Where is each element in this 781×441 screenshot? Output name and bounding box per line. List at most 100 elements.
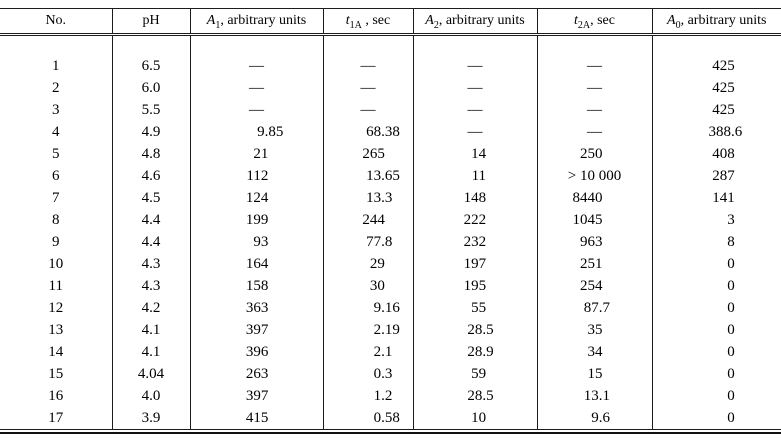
table-row: 12 4.2 363 9. 16 55 87. 7 0 [0,297,781,319]
header-row: No. pH A1, arbitrary units t1A , sec A2, arb… [0,8,781,36]
table-row: 9 4.4 93 77. 8 232 963 8 [0,231,781,253]
cell-a0: 425 [651,55,781,77]
cell-t1a: 0. 3 [322,363,413,385]
cell-ph: 5.5 [111,99,190,121]
cell-a1: 263 [189,363,323,385]
cell-ph: 4.2 [111,297,190,319]
cell-no: 6 [52,167,60,184]
cell-no: 9 [52,233,60,250]
cell-a2: — [412,121,537,143]
spacer-cell [322,34,413,55]
cell-a1: 124 [189,187,323,209]
cell-ph: 3.9 [111,407,190,430]
table-row: 8 4.4 199 244 222 1045 3 [0,209,781,231]
cell-a2: 14 [412,143,537,165]
cell-a0: 425 [651,99,781,121]
cell-t2a: — [536,55,652,77]
cell-a1: 363 [189,297,323,319]
table-row: 10 4.3 164 29 197 251 0 [0,253,781,275]
cell-a0: 287 [651,165,781,187]
cell-t2a: 963 [536,231,652,253]
cell-t1a: 1. 2 [322,385,413,407]
cell-t1a: 30 [322,275,413,297]
cell-a1: 415 [189,407,323,430]
cell-t2a: 1045 [536,209,652,231]
table-row: 4 4.9 9. 85 68. 38— —388. 6 [0,121,781,143]
col-header-t2a: t2A, sec [536,8,652,36]
cell-a1: 164 [189,253,323,275]
cell-a2: 55 [412,297,537,319]
cell-no: 3 [52,101,60,118]
table-row: 17 3.9 415 0. 58 10 9. 6 0 [0,407,781,430]
spacer-row [0,34,781,56]
cell-t2a: > 10 000 [536,165,652,187]
cell-a2: 232 [412,231,537,253]
cell-t1a: 77. 8 [322,231,413,253]
col-header-a0: A0, arbitrary units [651,8,781,36]
col-header-ph: pH [111,8,190,36]
cell-a1: 396 [189,341,323,363]
spacer-cell [651,34,781,55]
col-header-a2: A2, arbitrary units [412,8,537,36]
table-row: 3 5.5— — — —425 [0,99,781,121]
cell-no: 8 [52,211,60,228]
cell-no: 11 [48,277,63,294]
cell-t1a: 68. 38 [322,121,413,143]
cell-a0: 0 [651,253,781,275]
cell-ph: 6.0 [111,77,190,99]
table-row: 7 4.5 124 13. 3 148 8440 141 [0,187,781,209]
cell-a1: 397 [189,319,323,341]
cell-a0: 408 [651,143,781,165]
cell-no: 7 [52,189,60,206]
cell-a1: — [189,99,323,121]
table-row: 16 4.0 397 1. 2 28. 5 13. 1 0 [0,385,781,407]
cell-no: 10 [48,255,64,272]
cell-a0: 0 [651,385,781,407]
cell-t1a: — [322,77,413,99]
cell-no: 5 [52,145,60,162]
cell-ph: 4.1 [111,319,190,341]
cell-t2a: 250 [536,143,652,165]
cell-ph: 4.04 [111,363,190,385]
cell-a0: 3 [651,209,781,231]
cell-a1: 397 [189,385,323,407]
cell-a2: 28. 5 [412,319,537,341]
cell-ph: 4.9 [111,121,190,143]
cell-a0: 0 [651,319,781,341]
col-header-no: No. [0,8,112,36]
cell-a1: — [189,77,323,99]
table-row: 13 4.1 397 2. 19 28. 5 35 0 [0,319,781,341]
cell-a2: 148 [412,187,537,209]
cell-a2: 11 [412,165,537,187]
cell-a1: 199 [189,209,323,231]
cell-t1a: 265 [322,143,413,165]
cell-ph: 4.4 [111,209,190,231]
spacer-cell [412,34,537,55]
spacer-cell [536,34,652,55]
cell-ph: 6.5 [111,55,190,77]
cell-t1a: 9. 16 [322,297,413,319]
table-row: 6 4.6 112 13. 65 11 > 10 000 287 [0,165,781,187]
cell-t2a: 35 [536,319,652,341]
col-header-a1: A1, arbitrary units [189,8,323,36]
cell-a1: 93 [189,231,323,253]
cell-no: 13 [48,321,64,338]
cell-no: 4 [52,123,60,140]
table-row: 14 4.1 396 2. 1 28. 9 34 0 [0,341,781,363]
spacer-cell [0,35,112,56]
table-row: 5 4.8 21 265 14 250 408 [0,143,781,165]
cell-ph: 4.0 [111,385,190,407]
cell-a0: 388. 6 [651,121,781,143]
cell-t2a: 34 [536,341,652,363]
cell-a0: 0 [651,275,781,297]
cell-t1a: 2. 19 [322,319,413,341]
cell-a1: 158 [189,275,323,297]
cell-t2a: 9. 6 [536,407,652,430]
cell-t2a: 13. 1 [536,385,652,407]
cell-a2: 28. 5 [412,385,537,407]
cell-a0: 0 [651,407,781,430]
cell-a0: 425 [651,77,781,99]
table-body: 1 6.5— — — —425 2 6.0— — — —425 3 5.5— — — —425 4 4.9 9. 8… [0,34,781,430]
cell-a0: 0 [651,341,781,363]
